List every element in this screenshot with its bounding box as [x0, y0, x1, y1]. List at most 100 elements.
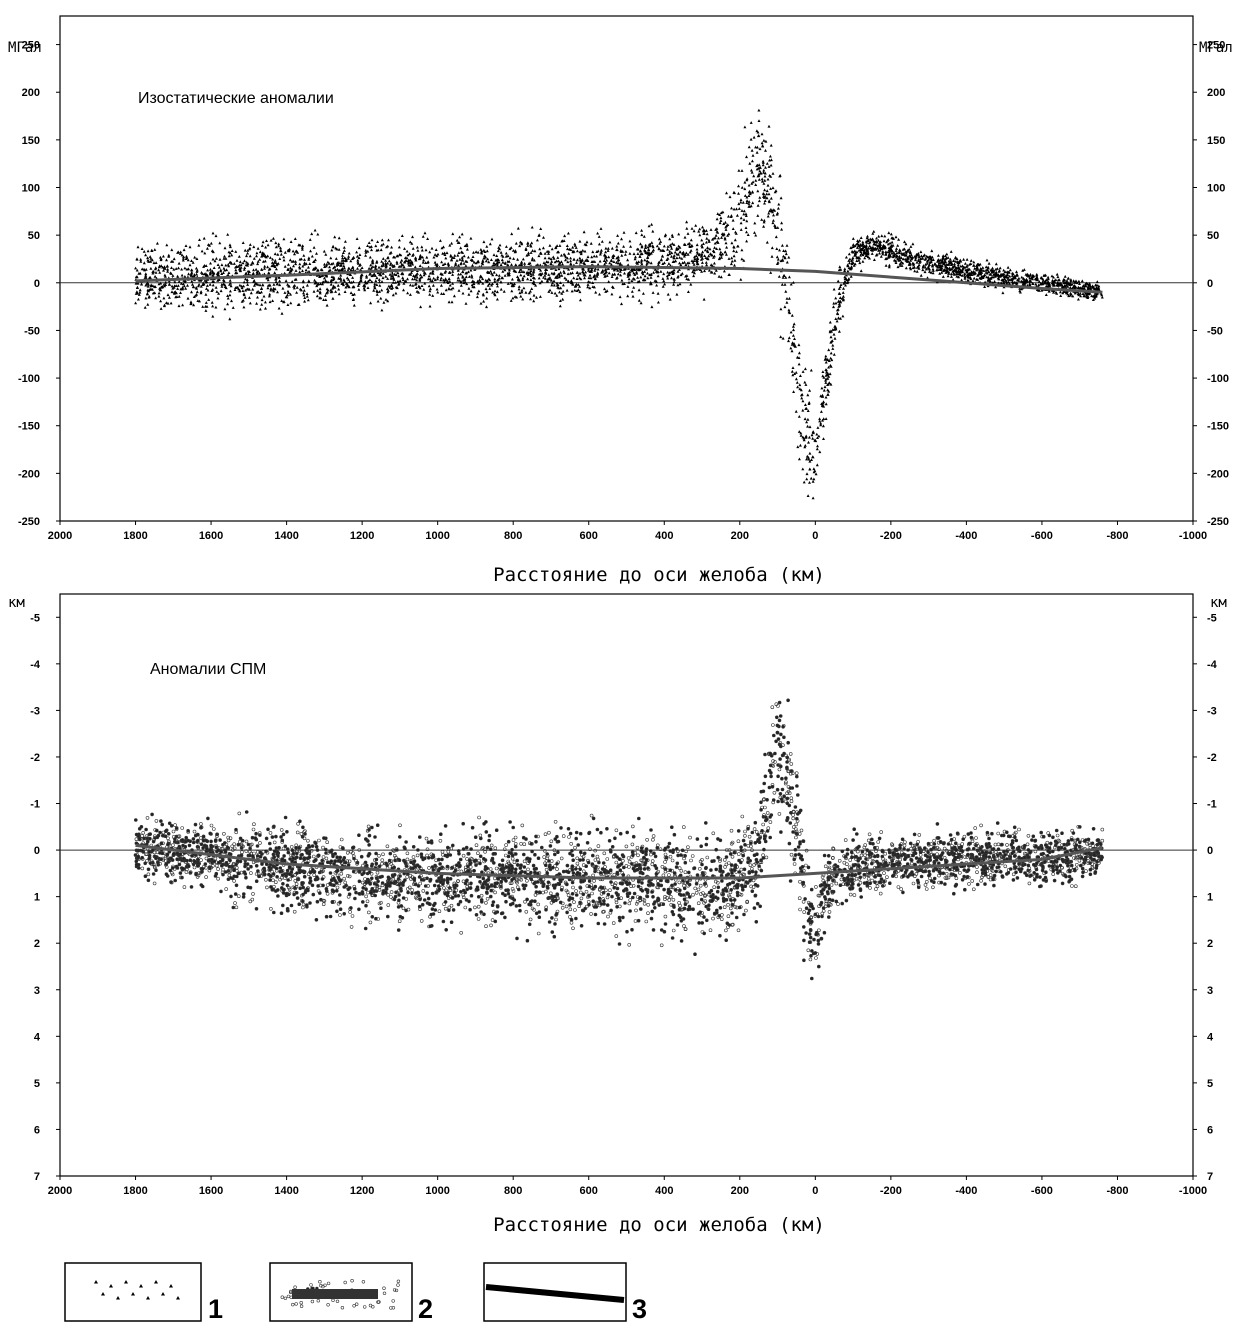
data-point — [347, 251, 351, 255]
data-point — [276, 252, 280, 256]
data-point — [309, 249, 312, 253]
data-point — [646, 276, 650, 280]
data-point — [746, 233, 750, 236]
data-point — [459, 283, 463, 287]
data-point — [252, 268, 255, 272]
data-point — [582, 267, 586, 271]
data-point — [179, 250, 183, 254]
data-point — [821, 424, 825, 428]
data-point — [636, 276, 640, 279]
x-tick-label: -1000 — [1179, 1185, 1207, 1197]
data-point — [380, 238, 384, 242]
data-point — [566, 260, 570, 264]
data-point — [248, 301, 252, 305]
data-point — [228, 317, 232, 321]
data-point — [195, 290, 199, 294]
data-point — [737, 207, 741, 210]
data-point — [948, 257, 952, 261]
data-point — [172, 257, 176, 261]
data-point — [1022, 268, 1026, 271]
data-point — [255, 301, 259, 305]
data-point — [722, 269, 726, 273]
data-point — [170, 284, 174, 288]
data-point — [979, 878, 983, 883]
data-point — [177, 294, 181, 298]
y-tick-label-left: -100 — [18, 373, 40, 385]
data-point — [974, 836, 978, 840]
data-point — [304, 268, 308, 272]
data-point — [583, 249, 587, 253]
data-point — [813, 438, 817, 442]
data-point — [293, 252, 296, 256]
data-point — [493, 277, 497, 281]
data-point — [255, 254, 258, 258]
data-point — [754, 183, 758, 186]
data-point — [289, 240, 293, 243]
data-point — [676, 274, 680, 278]
data-point — [498, 243, 502, 247]
data-point — [276, 290, 279, 294]
data-point — [974, 268, 978, 272]
data-point — [369, 301, 373, 305]
data-point — [440, 260, 444, 264]
data-point — [607, 271, 611, 275]
data-point — [421, 235, 425, 238]
data-point — [224, 263, 228, 267]
data-point — [238, 283, 242, 287]
data-point — [381, 276, 385, 280]
data-point — [1011, 281, 1015, 285]
data-point — [256, 246, 260, 250]
data-point — [572, 258, 576, 261]
data-point — [797, 896, 802, 901]
data-point — [467, 899, 471, 904]
data-point — [271, 299, 275, 302]
data-point — [475, 295, 479, 299]
data-point — [467, 292, 471, 296]
y-tick-label-left: -4 — [30, 659, 41, 671]
data-point — [729, 214, 733, 217]
data-point — [461, 291, 465, 295]
data-point — [713, 246, 717, 249]
data-point — [838, 296, 842, 299]
data-point — [735, 213, 739, 217]
data-point — [298, 270, 302, 274]
data-point — [543, 252, 547, 255]
data-point — [776, 257, 780, 261]
data-point — [898, 264, 902, 267]
data-point — [265, 239, 268, 242]
data-point — [814, 472, 818, 476]
data-point — [815, 463, 819, 467]
data-point — [605, 289, 609, 293]
data-point — [689, 238, 693, 242]
data-point — [342, 246, 346, 249]
data-point — [427, 274, 431, 278]
x-tick-label: 0 — [812, 530, 818, 542]
data-point — [214, 285, 218, 289]
data-point — [931, 258, 935, 261]
y-tick-label-right: -4 — [1207, 659, 1218, 671]
data-point — [832, 287, 836, 291]
data-point — [593, 912, 598, 917]
y-tick-label-right: 4 — [1207, 1031, 1214, 1043]
data-point — [453, 254, 457, 257]
data-point — [263, 300, 267, 304]
data-point — [1017, 276, 1021, 280]
data-point — [886, 242, 890, 246]
data-point — [189, 302, 193, 306]
data-point — [269, 287, 273, 290]
data-point — [614, 860, 619, 865]
data-point — [764, 855, 769, 860]
data-point — [558, 299, 562, 302]
data-point — [689, 282, 693, 286]
data-point — [489, 843, 494, 848]
data-point — [466, 270, 470, 274]
data-point — [634, 908, 638, 913]
data-point — [342, 264, 346, 268]
data-point — [1015, 270, 1018, 274]
data-point — [919, 250, 923, 254]
data-point — [435, 254, 439, 258]
data-point — [159, 307, 163, 310]
data-point — [743, 194, 747, 197]
data-point — [729, 262, 733, 266]
data-point — [800, 396, 804, 400]
